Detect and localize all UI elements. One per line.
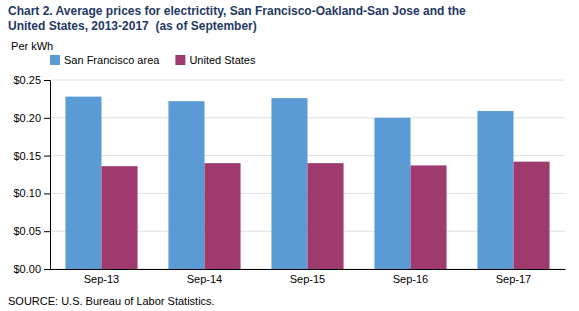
x-axis-line: [51, 269, 566, 270]
bar: [271, 98, 307, 269]
y-tick-mark: [44, 231, 50, 232]
y-tick: $0.20: [13, 112, 50, 124]
legend-swatch: [50, 55, 60, 65]
bars: [65, 97, 549, 269]
chart: Chart 2. Average prices for electrictity…: [0, 0, 579, 311]
x-axis: Sep-13 Sep-14 Sep-15 Sep-16 Sep-17: [51, 270, 566, 285]
x-tick-label: Sep-16: [393, 273, 428, 285]
x-tick-label: Sep-17: [496, 273, 531, 285]
bar: [411, 165, 447, 269]
y-tick-mark: [44, 118, 50, 119]
x-tick: Sep-15: [290, 273, 325, 285]
legend-item: United States: [175, 54, 256, 66]
y-tick-label: $0.15: [13, 150, 41, 162]
y-tick-label: $0.05: [13, 225, 41, 237]
y-tick-mark: [44, 193, 50, 194]
legend: San Francisco area United States: [50, 54, 256, 66]
y-tick: $0.10: [13, 187, 50, 199]
y-tick-mark: [44, 269, 50, 270]
legend-label: United States: [189, 54, 256, 66]
bar: [65, 97, 101, 269]
legend-label: San Francisco area: [64, 54, 160, 66]
x-tick: Sep-16: [393, 273, 428, 285]
legend-swatch: [175, 55, 185, 65]
y-tick: $0.00: [13, 263, 50, 275]
y-tick-mark: [44, 80, 50, 81]
bar: [374, 118, 410, 269]
series: [102, 162, 550, 269]
x-tick-label: Sep-15: [290, 273, 325, 285]
y-axis: $0.00 $0.05 $0.10 $0.15 $0.20 $0.25: [13, 74, 50, 275]
x-tick: Sep-17: [496, 273, 531, 285]
bar: [205, 163, 241, 269]
series: [65, 97, 513, 269]
bar: [308, 163, 344, 269]
title: Chart 2. Average prices for electrictity…: [8, 4, 466, 18]
plot: $0.00$0.05$0.10$0.15$0.20$0.25Sep-13Sep-…: [13, 74, 565, 285]
x-tick: Sep-14: [187, 273, 222, 285]
bar: [514, 162, 550, 269]
annotation: SOURCE: U.S. Bureau of Labor Statistics.: [8, 295, 215, 307]
y-axis-line: [44, 81, 51, 270]
legend-item: San Francisco area: [50, 54, 160, 66]
title: United States, 2013-2017 (as of Septembe…: [8, 19, 257, 33]
y-tick-label: $0.10: [13, 187, 41, 199]
bar: [477, 111, 513, 269]
y-tick: $0.15: [13, 150, 50, 162]
y-tick-label: $0.00: [13, 263, 41, 275]
bar: [102, 166, 138, 269]
y-axis-label: Per kWh: [8, 40, 53, 52]
x-tick-label: Sep-13: [84, 273, 119, 285]
y-tick-label: $0.20: [13, 112, 41, 124]
grid: [50, 80, 565, 269]
y-tick: $0.25: [13, 74, 50, 86]
grid-line: [50, 80, 565, 81]
x-tick-label: Sep-14: [187, 273, 222, 285]
bar: [168, 101, 204, 269]
y-tick-label: $0.25: [13, 74, 41, 86]
y-tick: $0.05: [13, 225, 50, 237]
x-tick: Sep-13: [84, 273, 119, 285]
y-tick-mark: [44, 156, 50, 157]
